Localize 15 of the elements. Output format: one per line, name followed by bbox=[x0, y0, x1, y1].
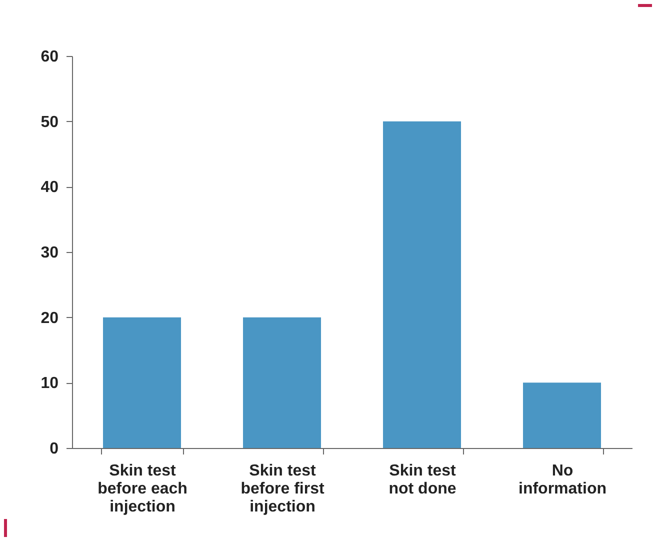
y-tick-label: 20 bbox=[40, 310, 59, 327]
y-tick-label: 10 bbox=[40, 375, 59, 392]
bar bbox=[523, 382, 601, 448]
bar bbox=[103, 317, 181, 448]
bar bbox=[243, 317, 321, 448]
x-tick-label: No information bbox=[518, 462, 606, 498]
y-tick-label: 40 bbox=[40, 179, 59, 196]
bar bbox=[383, 121, 461, 448]
y-tick-label: 50 bbox=[40, 114, 59, 131]
y-tick-label: 30 bbox=[40, 244, 59, 262]
y-tick-label: 0 bbox=[50, 440, 59, 458]
x-tick-label: Skin test before each injection bbox=[98, 462, 188, 516]
y-tick-label: 60 bbox=[40, 48, 59, 66]
x-tick-label: Skin test not done bbox=[388, 462, 457, 498]
x-tick-label: Skin test before first injection bbox=[240, 462, 325, 516]
